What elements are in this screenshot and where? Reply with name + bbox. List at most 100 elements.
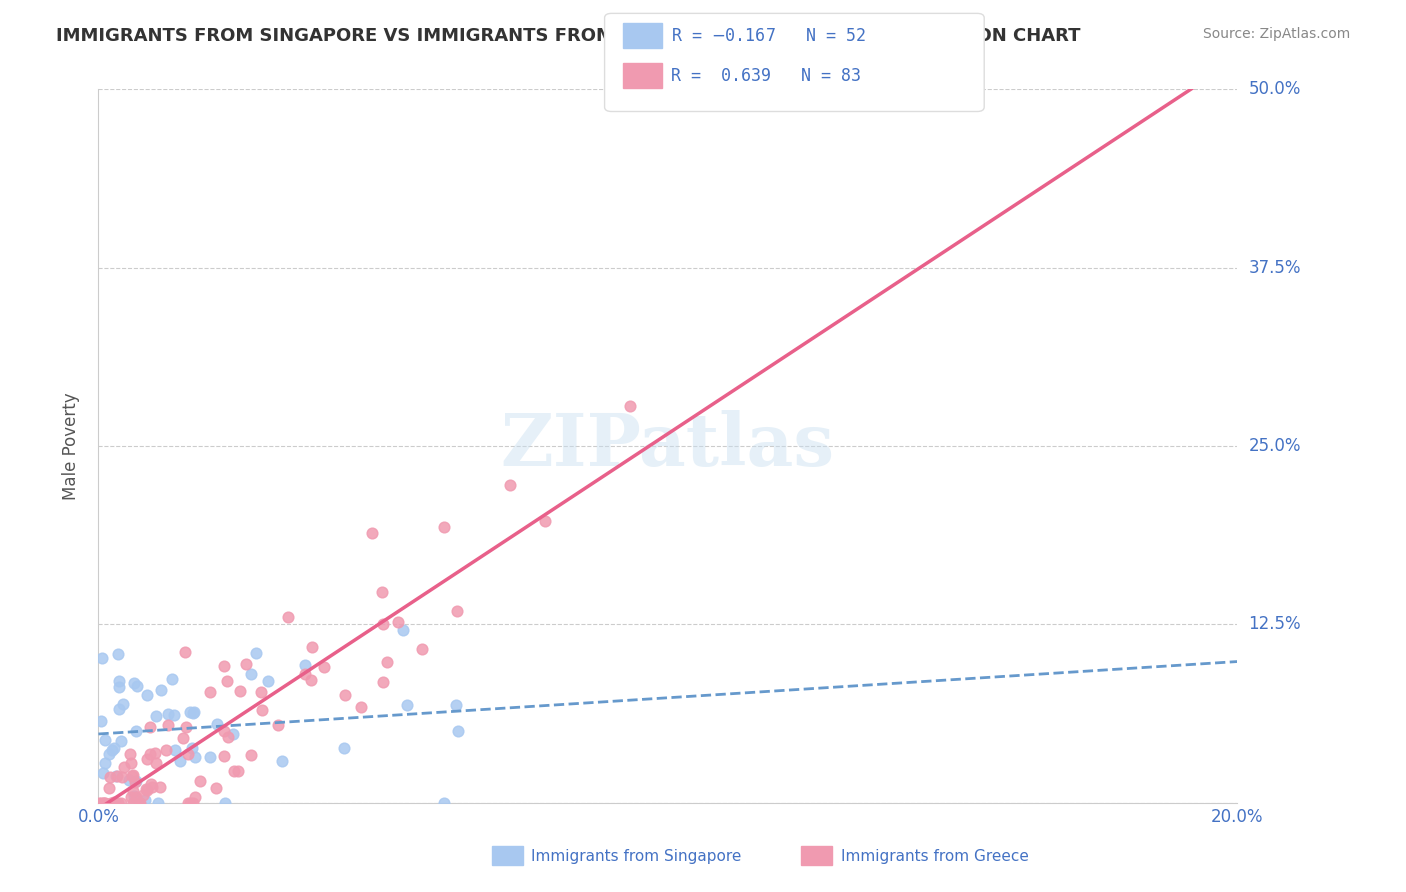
- Point: [446, 605, 468, 619]
- Point: [205, 781, 228, 796]
- Point: [122, 789, 145, 803]
- Point: [198, 750, 221, 764]
- Point: [120, 790, 142, 805]
- Point: [124, 774, 146, 789]
- Point: [125, 790, 148, 805]
- Point: [162, 672, 184, 686]
- Point: [132, 788, 155, 802]
- Point: [217, 673, 239, 688]
- Point: [101, 796, 124, 810]
- Point: [105, 769, 128, 783]
- Point: [100, 742, 122, 756]
- Point: [134, 793, 156, 807]
- Point: [136, 783, 159, 797]
- Point: [377, 656, 399, 670]
- Point: [373, 616, 395, 631]
- Point: [91, 796, 114, 810]
- Point: [314, 660, 336, 674]
- Point: [155, 743, 177, 757]
- Point: [446, 698, 468, 713]
- Point: [89, 796, 111, 810]
- Point: [120, 756, 142, 771]
- Point: [267, 717, 290, 731]
- Point: [141, 780, 163, 795]
- Point: [433, 519, 456, 533]
- Point: [139, 777, 162, 791]
- Point: [294, 658, 316, 673]
- Point: [124, 775, 146, 789]
- Point: [118, 773, 141, 788]
- Point: [179, 796, 201, 810]
- Point: [373, 674, 395, 689]
- Point: [181, 740, 204, 755]
- Point: [333, 740, 356, 755]
- Point: [108, 674, 131, 689]
- Text: 25.0%: 25.0%: [1249, 437, 1301, 455]
- Point: [217, 731, 239, 745]
- Point: [94, 796, 117, 810]
- Text: 37.5%: 37.5%: [1249, 259, 1301, 277]
- Point: [108, 680, 131, 694]
- Point: [619, 399, 641, 413]
- Point: [212, 659, 235, 673]
- Point: [411, 641, 433, 656]
- Point: [108, 702, 131, 716]
- Y-axis label: Male Poverty: Male Poverty: [62, 392, 80, 500]
- Text: 12.5%: 12.5%: [1249, 615, 1301, 633]
- Point: [270, 754, 292, 768]
- Point: [200, 685, 222, 699]
- Point: [112, 760, 135, 774]
- Point: [143, 746, 166, 760]
- Point: [172, 731, 194, 745]
- Text: 50.0%: 50.0%: [1249, 80, 1301, 98]
- Point: [100, 796, 122, 810]
- Point: [94, 733, 117, 747]
- Point: [387, 615, 409, 630]
- Point: [104, 796, 127, 810]
- Point: [128, 796, 150, 810]
- Point: [145, 756, 167, 771]
- Text: Source: ZipAtlas.com: Source: ZipAtlas.com: [1202, 27, 1350, 41]
- Point: [146, 796, 169, 810]
- Point: [498, 478, 520, 492]
- Text: Immigrants from Singapore: Immigrants from Singapore: [531, 849, 742, 863]
- Point: [214, 796, 236, 810]
- Point: [433, 796, 456, 810]
- Text: R =  0.639   N = 83: R = 0.639 N = 83: [671, 67, 860, 85]
- Point: [98, 780, 121, 795]
- Point: [104, 769, 127, 783]
- Point: [239, 748, 262, 763]
- Point: [240, 667, 263, 681]
- Point: [135, 688, 157, 702]
- Point: [183, 705, 205, 719]
- Point: [229, 684, 252, 698]
- Point: [360, 526, 382, 541]
- Point: [163, 742, 186, 756]
- Point: [90, 714, 112, 728]
- Point: [121, 770, 143, 784]
- Point: [184, 750, 207, 764]
- Point: [245, 646, 267, 660]
- Point: [395, 698, 418, 713]
- Text: IMMIGRANTS FROM SINGAPORE VS IMMIGRANTS FROM GREECE MALE POVERTY CORRELATION CHA: IMMIGRANTS FROM SINGAPORE VS IMMIGRANTS …: [56, 27, 1081, 45]
- Point: [226, 764, 249, 778]
- Point: [181, 706, 204, 720]
- Point: [122, 784, 145, 798]
- Point: [294, 666, 316, 681]
- Point: [125, 679, 148, 693]
- Point: [212, 748, 235, 763]
- Point: [301, 640, 323, 654]
- Point: [118, 747, 141, 762]
- Point: [212, 724, 235, 739]
- Point: [222, 727, 245, 741]
- Point: [222, 764, 245, 778]
- Text: R = $-$0.167   N = 52: R = $-$0.167 N = 52: [671, 27, 865, 45]
- Point: [111, 770, 134, 784]
- Point: [139, 720, 162, 734]
- Point: [121, 768, 143, 782]
- Point: [183, 790, 205, 805]
- Point: [149, 682, 172, 697]
- Point: [205, 717, 228, 731]
- Point: [169, 754, 191, 768]
- Point: [179, 705, 201, 719]
